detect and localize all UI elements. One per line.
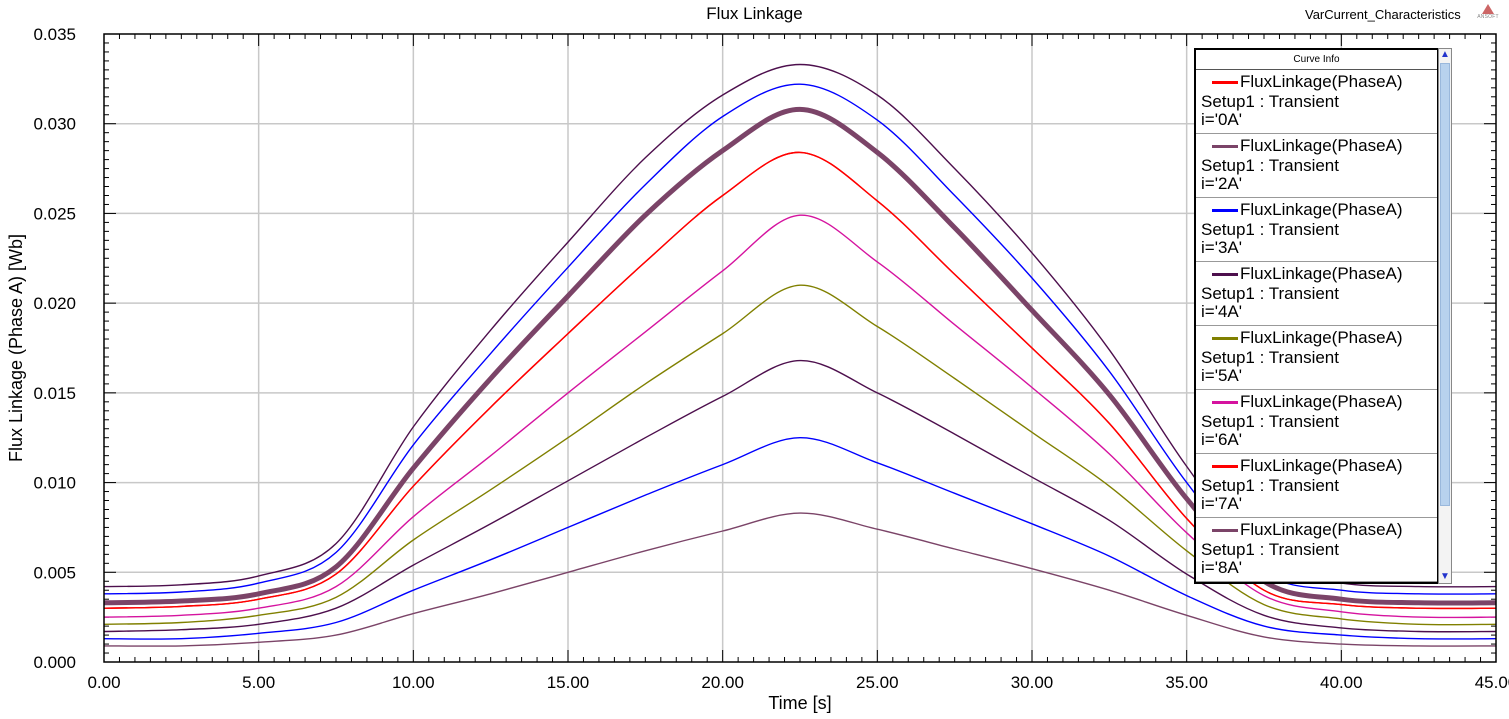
legend-variation: i='6A' xyxy=(1201,430,1242,449)
legend-entry[interactable]: FluxLinkage(PhaseA) Setup1 : Transient i='… xyxy=(1196,70,1437,134)
legend-setup: Setup1 : Transient xyxy=(1201,540,1339,559)
legend-series-name: FluxLinkage(PhaseA) xyxy=(1240,72,1403,91)
legend-swatch xyxy=(1212,145,1238,148)
legend-variation: i='4A' xyxy=(1201,302,1242,321)
y-tick-label: 0.020 xyxy=(33,294,76,313)
scroll-down-arrow-icon[interactable]: ▼ xyxy=(1440,571,1450,582)
legend-entry[interactable]: FluxLinkage(PhaseA) Setup1 : Transient i='… xyxy=(1196,518,1437,582)
legend-swatch xyxy=(1212,401,1238,404)
legend-entry[interactable]: FluxLinkage(PhaseA) Setup1 : Transient i='… xyxy=(1196,198,1437,262)
x-tick-label: 20.00 xyxy=(701,673,744,692)
x-tick-label: 5.00 xyxy=(242,673,275,692)
legend-setup: Setup1 : Transient xyxy=(1201,412,1339,431)
legend-swatch xyxy=(1212,273,1238,276)
curve-info-legend[interactable]: Curve Info FluxLinkage(PhaseA) Setup1 : T… xyxy=(1194,48,1438,584)
legend-variation: i='3A' xyxy=(1201,238,1242,257)
legend-series-name: FluxLinkage(PhaseA) xyxy=(1240,136,1403,155)
plot-frame xyxy=(103,33,1497,663)
legend-swatch xyxy=(1212,529,1238,532)
legend-scrollbar[interactable]: ▲ ▼ xyxy=(1438,48,1452,584)
x-tick-label: 15.00 xyxy=(547,673,590,692)
legend-setup: Setup1 : Transient xyxy=(1201,220,1339,239)
legend-swatch xyxy=(1212,337,1238,340)
y-axis-label: Flux Linkage (Phase A) [Wb] xyxy=(6,234,26,462)
y-tick-label: 0.035 xyxy=(33,25,76,44)
series-line-4 xyxy=(103,284,1497,626)
ansoft-logo: ANSOFT xyxy=(1475,4,1501,20)
scroll-up-arrow-icon[interactable]: ▲ xyxy=(1440,49,1450,60)
legend-setup: Setup1 : Transient xyxy=(1201,476,1339,495)
legend-series-name: FluxLinkage(PhaseA) xyxy=(1240,264,1403,283)
legend-swatch xyxy=(1212,81,1238,84)
legend-setup: Setup1 : Transient xyxy=(1201,348,1339,367)
legend-series-name: FluxLinkage(PhaseA) xyxy=(1240,456,1403,475)
legend-series-name: FluxLinkage(PhaseA) xyxy=(1240,392,1403,411)
y-tick-label: 0.000 xyxy=(33,653,76,672)
legend-setup: Setup1 : Transient xyxy=(1201,92,1339,111)
series-line-3 xyxy=(103,359,1497,633)
legend-entry[interactable]: FluxLinkage(PhaseA) Setup1 : Transient i='… xyxy=(1196,454,1437,518)
legend-entry[interactable]: FluxLinkage(PhaseA) Setup1 : Transient i='… xyxy=(1196,134,1437,198)
legend-header: Curve Info xyxy=(1196,50,1437,70)
legend-variation: i='7A' xyxy=(1201,494,1242,513)
logo-text: ANSOFT xyxy=(1477,14,1499,20)
legend-series-name: FluxLinkage(PhaseA) xyxy=(1240,520,1403,539)
legend-variation: i='8A' xyxy=(1201,558,1242,577)
x-tick-label: 10.00 xyxy=(392,673,435,692)
x-tick-label: 40.00 xyxy=(1320,673,1363,692)
y-tick-label: 0.030 xyxy=(33,115,76,134)
legend-entry[interactable]: FluxLinkage(PhaseA) Setup1 : Transient i='… xyxy=(1196,390,1437,454)
x-tick-label: 25.00 xyxy=(856,673,899,692)
y-tick-label: 0.025 xyxy=(33,204,76,223)
series-line-2 xyxy=(103,436,1497,640)
series-line-1 xyxy=(103,512,1497,647)
legend-variation: i='0A' xyxy=(1201,110,1242,129)
legend-variation: i='5A' xyxy=(1201,366,1242,385)
tick-labels: 0.00 5.00 10.00 15.00 20.00 25.00 30.00 35.00 40… xyxy=(33,25,1509,692)
x-tick-label: 30.00 xyxy=(1011,673,1054,692)
report-name: VarCurrent_Characteristics xyxy=(1305,7,1461,22)
scroll-thumb[interactable] xyxy=(1440,63,1450,506)
legend-entry[interactable]: FluxLinkage(PhaseA) Setup1 : Transient i='… xyxy=(1196,326,1437,390)
y-tick-label: 0.010 xyxy=(33,474,76,493)
x-axis-label: Time [s] xyxy=(768,693,831,713)
x-tick-label: 45.00 xyxy=(1475,673,1509,692)
y-tick-label: 0.015 xyxy=(33,384,76,403)
x-tick-label: 0.00 xyxy=(87,673,120,692)
chart-title: Flux Linkage xyxy=(706,4,803,23)
legend-swatch xyxy=(1212,465,1238,468)
legend-swatch xyxy=(1212,209,1238,212)
series-line-5 xyxy=(103,214,1497,619)
logo-triangle-icon xyxy=(1482,4,1494,14)
legend-entry[interactable]: FluxLinkage(PhaseA) Setup1 : Transient i='… xyxy=(1196,262,1437,326)
legend-entries: FluxLinkage(PhaseA) Setup1 : Transient i='… xyxy=(1196,70,1437,582)
x-tick-label: 35.00 xyxy=(1165,673,1208,692)
legend-series-name: FluxLinkage(PhaseA) xyxy=(1240,328,1403,347)
legend-setup: Setup1 : Transient xyxy=(1201,156,1339,175)
y-tick-label: 0.005 xyxy=(33,563,76,582)
legend-series-name: FluxLinkage(PhaseA) xyxy=(1240,200,1403,219)
legend-variation: i='2A' xyxy=(1201,174,1242,193)
legend-setup: Setup1 : Transient xyxy=(1201,284,1339,303)
